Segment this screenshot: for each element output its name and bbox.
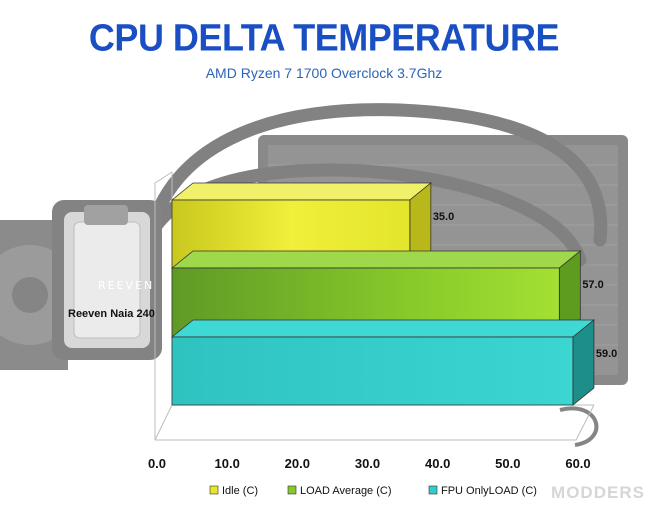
x-tick-label: 40.0 — [425, 456, 450, 471]
legend-label: LOAD Average (C) — [300, 485, 392, 497]
watermark-text: MODDERS — [551, 483, 645, 502]
cable-image — [559, 406, 599, 447]
data-label-3: 59.0 — [596, 348, 617, 360]
bar-1-top — [170, 182, 432, 201]
legend-item-1: Idle (C) — [209, 485, 258, 497]
x-tick-label: 50.0 — [495, 456, 520, 471]
legend: Idle (C) LOAD Average (C) FPU OnlyLOAD (C) — [209, 485, 537, 497]
bars-layer — [170, 182, 596, 406]
pump-brand-text: REEVEN — [98, 279, 154, 292]
pump-block-image — [52, 200, 162, 360]
chart-subtitle: AMD Ryzen 7 1700 Overclock 3.7Ghz — [206, 65, 443, 81]
bar-3-front — [171, 336, 574, 406]
bar-3 — [170, 319, 596, 406]
back-wall-edge — [154, 171, 173, 440]
data-label-2: 57.0 — [582, 279, 603, 291]
legend-swatch — [428, 485, 438, 495]
legend-swatch — [287, 485, 297, 495]
x-tick-label: 30.0 — [355, 456, 380, 471]
x-tick-label: 60.0 — [565, 456, 590, 471]
bar-3-top — [170, 319, 596, 338]
legend-label: Idle (C) — [222, 485, 258, 497]
chart-title: CPU DELTA TEMPERATURE — [89, 17, 559, 59]
tubing-image — [133, 103, 608, 272]
legend-label: FPU OnlyLOAD (C) — [441, 485, 537, 497]
floor-left-edge — [154, 404, 173, 441]
x-tick-label: 20.0 — [285, 456, 310, 471]
bar-2-top — [170, 250, 582, 269]
x-axis-ticks: 0.0 10.0 20.0 30.0 40.0 50.0 60.0 — [148, 456, 591, 471]
floor-front-edge — [155, 404, 595, 441]
x-tick-label: 0.0 — [148, 456, 166, 471]
legend-item-2: LOAD Average (C) — [287, 485, 392, 497]
x-tick-label: 10.0 — [215, 456, 240, 471]
category-label: Reeven Naia 240 — [68, 308, 155, 320]
data-labels-layer: 35.0 57.0 59.0 — [433, 211, 618, 360]
legend-swatch — [209, 485, 219, 495]
data-label-1: 35.0 — [433, 211, 454, 223]
legend-item-3: FPU OnlyLOAD (C) — [428, 485, 537, 497]
